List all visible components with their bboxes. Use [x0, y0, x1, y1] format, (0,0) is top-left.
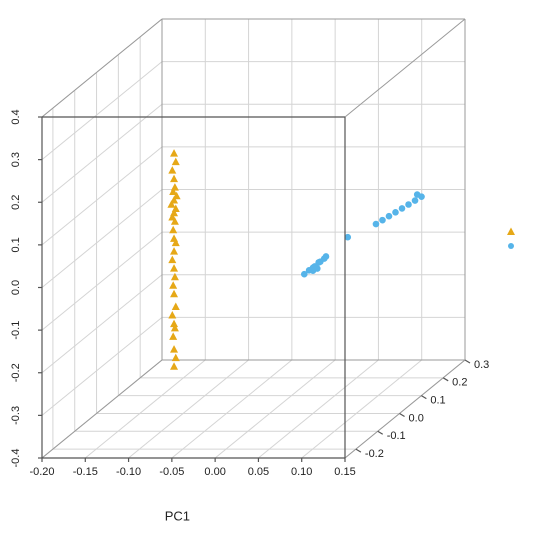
- point: [300, 270, 308, 278]
- z-tick-label: 0.1: [430, 395, 445, 407]
- z-tick-label: 0.0: [409, 412, 424, 424]
- point: [168, 166, 177, 174]
- y-tick-label: 0.4: [10, 109, 22, 124]
- x-tick-label: 0.10: [291, 466, 312, 478]
- point: [171, 353, 180, 362]
- grid-line: [41, 103, 163, 203]
- point: [170, 264, 179, 272]
- z-tick-label: 0.3: [474, 359, 489, 371]
- y-tick-label: -0.4: [10, 449, 22, 468]
- tick-mark: [355, 448, 362, 453]
- point: [168, 311, 177, 319]
- tick-mark: [421, 395, 427, 400]
- grid-line: [301, 359, 423, 459]
- grid-line: [84, 359, 206, 459]
- y-tick-label: 0.1: [10, 237, 22, 252]
- legend-marker: [507, 227, 515, 235]
- legend-marker: [508, 243, 514, 249]
- point: [169, 187, 178, 195]
- box-edge: [41, 359, 163, 459]
- y-tick-label: -0.3: [10, 406, 22, 425]
- x-tick-label: -0.05: [159, 466, 184, 478]
- grid-line: [41, 316, 163, 416]
- point: [170, 362, 179, 370]
- grid-line: [41, 61, 163, 161]
- x-tick-label: -0.20: [29, 466, 54, 478]
- tick-mark: [399, 412, 405, 417]
- z-tick-label: 0.2: [452, 377, 467, 389]
- y-tick-label: 0.0: [10, 280, 22, 295]
- point: [167, 200, 176, 208]
- grid-line: [41, 231, 163, 331]
- grid-line: [171, 359, 293, 459]
- x-tick-label: 0.05: [248, 466, 269, 478]
- z-tick-label: -0.2: [365, 448, 384, 460]
- grid-line: [258, 359, 379, 459]
- point: [170, 289, 179, 298]
- point: [170, 174, 179, 183]
- box-edge: [344, 359, 466, 459]
- point: [392, 209, 399, 216]
- grid-line: [214, 359, 336, 459]
- point: [170, 323, 179, 332]
- point: [413, 191, 421, 198]
- point: [170, 345, 179, 353]
- y-tick-label: 0.3: [10, 152, 22, 167]
- point: [169, 281, 178, 289]
- point: [398, 205, 406, 212]
- point: [322, 253, 330, 260]
- point: [171, 302, 180, 311]
- point: [379, 216, 386, 224]
- point: [170, 149, 179, 157]
- grid-line: [41, 189, 163, 288]
- point: [169, 332, 178, 340]
- x-tick-label: -0.10: [116, 466, 141, 478]
- point: [314, 265, 321, 272]
- point: [385, 212, 393, 220]
- grid-line: [41, 146, 163, 246]
- x-tick-label: 0.15: [334, 466, 355, 478]
- y-tick-label: -0.2: [10, 363, 22, 382]
- point: [171, 238, 180, 247]
- point: [171, 157, 180, 166]
- tick-mark: [464, 359, 471, 364]
- z-tick-label: -0.1: [387, 430, 406, 442]
- y-tick-label: 0.2: [10, 195, 22, 210]
- point: [170, 272, 179, 281]
- x-axis-label: PC1: [165, 508, 190, 523]
- grid-line: [41, 274, 163, 374]
- point: [168, 255, 177, 264]
- point: [411, 197, 419, 204]
- point: [170, 247, 179, 255]
- tick-mark: [377, 430, 384, 435]
- point: [170, 319, 179, 328]
- grid-line: [128, 359, 249, 459]
- point: [405, 201, 412, 208]
- box-edge: [41, 18, 163, 118]
- x-tick-label: 0.00: [204, 466, 225, 478]
- box-edge: [344, 18, 466, 118]
- point: [169, 225, 178, 234]
- point: [344, 233, 352, 241]
- point: [372, 220, 380, 228]
- tick-mark: [442, 377, 449, 382]
- point: [170, 217, 179, 225]
- y-tick-label: -0.1: [10, 321, 22, 340]
- x-tick-label: -0.15: [73, 466, 98, 478]
